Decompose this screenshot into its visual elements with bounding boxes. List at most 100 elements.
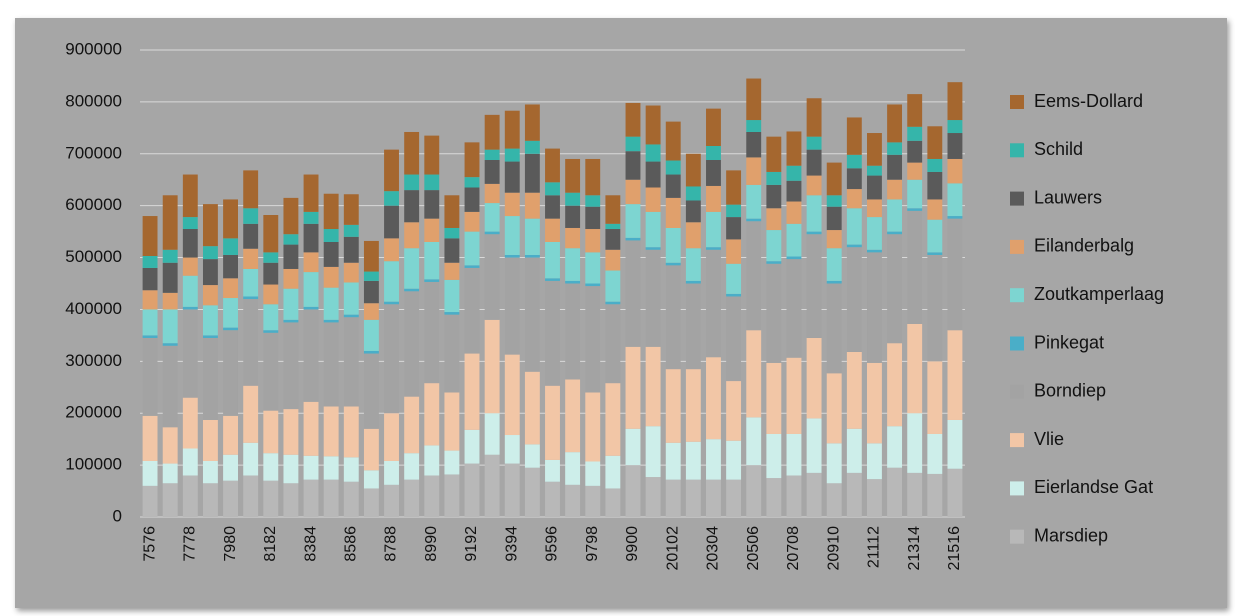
bar-segment [162,249,178,263]
bar-segment [404,288,420,292]
bar-segment [243,248,259,269]
bar-segment [263,304,279,331]
bar-segment [243,385,259,443]
bar-segment [907,94,923,127]
legend-swatch [1010,239,1024,254]
bar-segment [665,197,681,228]
bar-segment [685,283,701,370]
bar-segment [142,267,158,291]
bar-segment [907,210,923,324]
bar-segment [283,322,299,410]
bar-segment [142,337,158,416]
bar-segment [947,82,963,121]
bar-segment [846,351,862,429]
bar-segment [746,184,762,219]
bar-segment [645,161,661,188]
bar-segment [585,485,601,517]
bar-segment [947,133,963,159]
bar-segment [142,485,158,517]
bar-segment [685,200,701,223]
bar-segment [846,244,862,248]
bar-segment [665,479,681,517]
bar-segment [665,265,681,370]
bar-segment [545,182,560,196]
bar-segment [806,175,822,196]
bar-segment [444,279,460,313]
bar-segment [303,252,319,273]
bar-segment [806,234,822,338]
bar-segment [363,470,379,489]
bar-segment [947,468,963,517]
bar-segment [504,254,520,258]
bar-segment [504,161,520,193]
bar-segment [343,262,359,283]
bar-segment [343,406,359,458]
legend-swatch [1010,433,1024,448]
bar-segment [142,255,158,268]
bar-segment [182,309,198,398]
bar-segment [826,373,842,444]
bar-segment [545,459,560,482]
x-tick-label: 20304 [705,526,722,571]
bar-segment [404,131,420,175]
legend-label: Pinkegat [1034,332,1104,352]
bar-segment [504,216,520,255]
bar-segment [444,262,460,280]
y-tick-label: 100000 [65,455,122,474]
bar-segment [665,174,681,198]
bar-segment [685,441,701,480]
bar-segment [202,460,218,484]
bar-segment [202,419,218,461]
bar-segment [363,319,379,351]
bar-segment [867,133,882,166]
bar-segment [927,252,943,255]
bar-segment [625,179,641,205]
bar-segment [404,291,420,397]
bar-segment [283,483,299,517]
bar-segment [363,353,379,429]
bar-segment [585,195,601,207]
bar-segment [223,415,238,455]
bar-segment [283,454,299,484]
bar-segment [887,426,903,468]
bar-segment [665,262,681,266]
bar-segment [665,442,681,480]
bar-segment [726,239,742,264]
bar-segment [726,440,742,480]
legend-label: Borndiep [1034,381,1106,401]
bar-segment [524,218,540,255]
bar-segment [685,248,701,281]
bar-segment [444,392,460,451]
bar-segment [524,444,540,468]
bar-segment [202,337,218,420]
bar-segment [424,190,440,219]
bar-segment [223,327,238,331]
bar-segment [162,483,178,517]
bar-segment [263,330,279,333]
bar-segment [826,283,842,374]
bar-segment [223,330,238,416]
bar-segment [947,183,963,217]
bar-segment [867,479,882,517]
bar-segment [565,248,581,281]
bar-segment [162,427,178,464]
bar-segment [907,208,923,211]
bar-segment [947,158,963,184]
bar-segment [283,319,299,323]
bar-segment [846,189,862,209]
x-tick-label: 7778 [182,526,199,562]
bar-segment [907,179,923,209]
bar-segment [182,397,198,449]
bar-segment [504,110,520,149]
bar-segment [424,241,440,280]
bar-segment [867,252,882,363]
bar-segment [645,187,661,212]
bar-segment [746,330,762,418]
bar-segment [464,187,480,212]
bar-segment [182,217,198,230]
bar-segment [182,448,198,476]
bar-segment [464,265,480,268]
bar-segment [343,224,359,237]
bar-segment [384,149,399,192]
bar-segment [323,229,339,242]
